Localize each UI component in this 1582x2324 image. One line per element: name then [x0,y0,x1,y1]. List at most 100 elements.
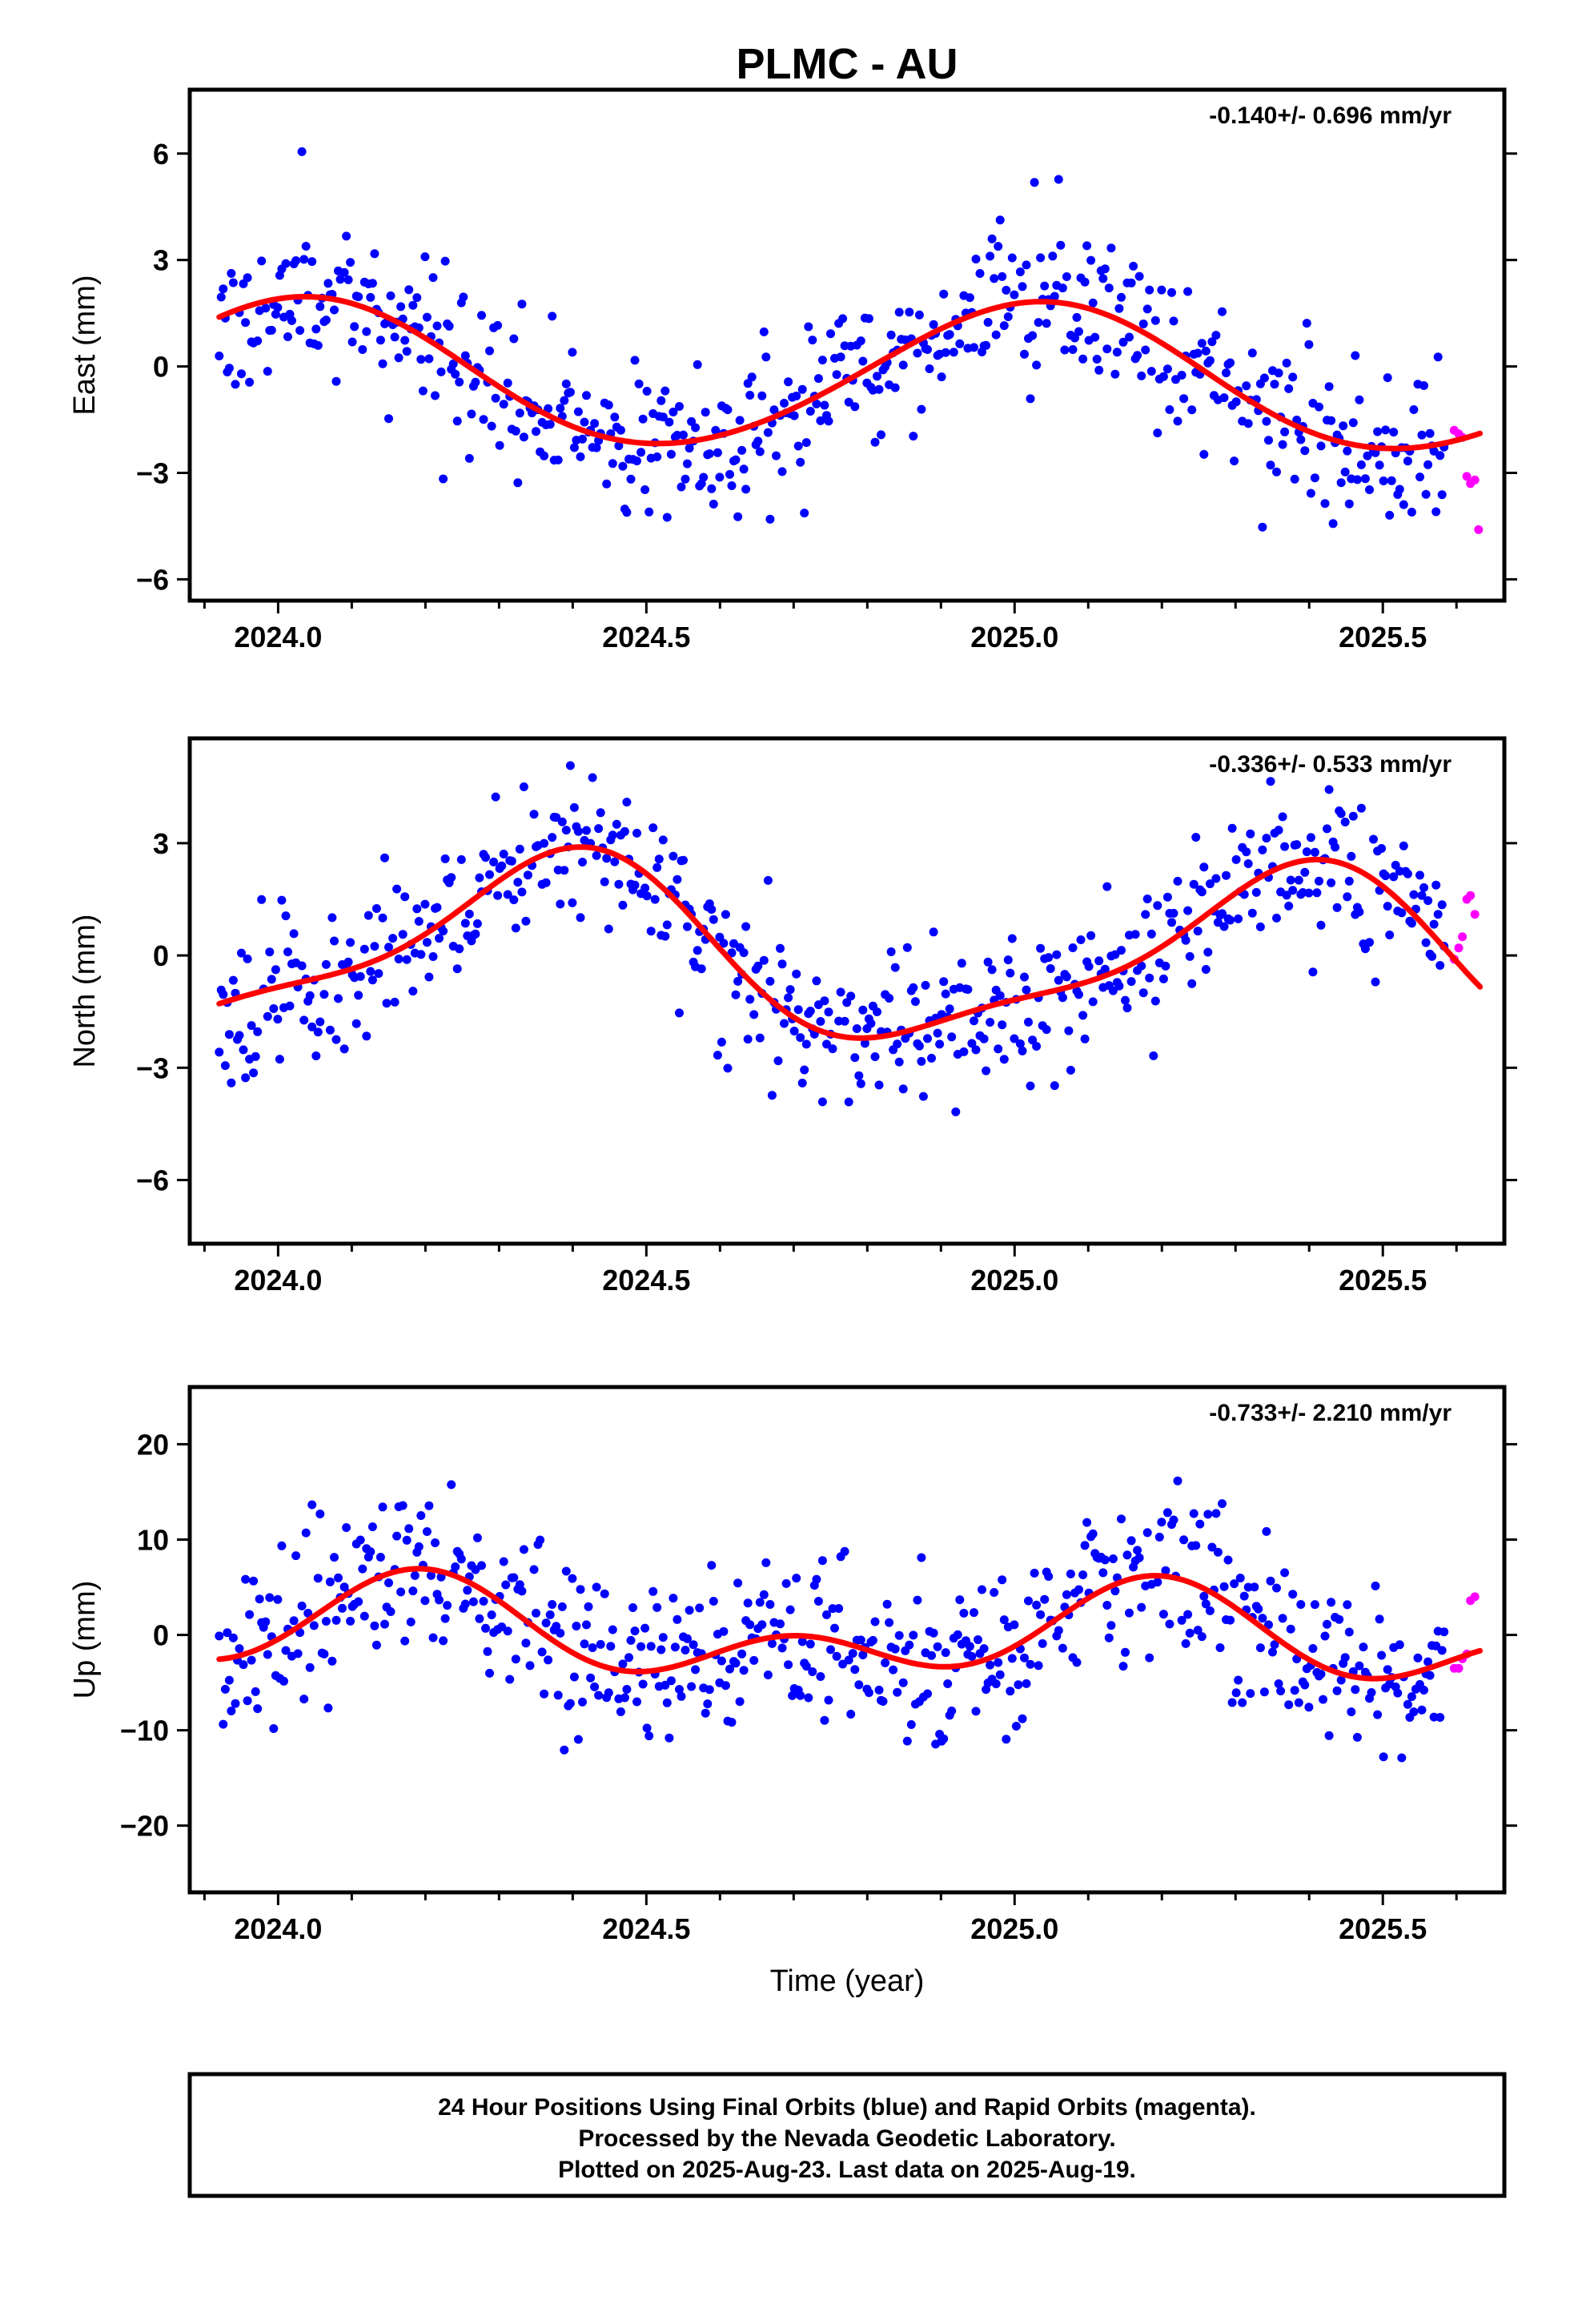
final-orbit-point [315,1510,325,1518]
final-orbit-point [347,337,357,347]
final-orbit-point [1242,381,1251,391]
final-orbit-point [735,1697,745,1707]
final-orbit-point [1150,996,1160,1006]
final-orbit-point [644,507,654,517]
final-orbit-point [1011,1722,1021,1731]
final-orbit-point [939,289,949,299]
final-orbit-point [1258,1614,1267,1623]
final-orbit-point [670,1642,680,1652]
rapid-orbit-point [1466,891,1476,900]
final-orbit-point [1234,914,1243,923]
final-orbit-point [443,1601,452,1610]
final-orbit-point [467,409,476,419]
final-orbit-point [485,870,494,879]
final-orbit-point [448,359,458,368]
final-orbit-point [569,802,579,812]
y-tick-label: 3 [153,244,169,277]
final-orbit-point [1078,1011,1088,1020]
final-orbit-point [313,1027,323,1037]
final-orbit-point [424,1501,434,1510]
final-orbit-point [685,444,694,453]
final-orbit-point [832,370,841,380]
final-orbit-point [1010,290,1019,300]
final-orbit-point [1367,1688,1376,1697]
final-orbit-point [1218,909,1227,919]
panel-frame [187,736,1507,1246]
final-orbit-point [1407,1692,1416,1702]
final-orbit-point [1032,360,1042,370]
final-orbit-point [1290,474,1299,484]
final-orbit-point [289,929,299,939]
final-orbit-point [416,1511,426,1520]
final-orbit-point [1058,283,1067,293]
final-orbit-point [1104,283,1114,293]
final-orbit-point [763,428,773,437]
final-orbit-point [697,964,706,974]
final-orbit-point [733,512,743,521]
final-orbit-point [1286,875,1295,885]
rapid-orbit-point [1462,472,1472,481]
final-orbit-point [299,255,309,264]
final-orbit-point [1421,489,1431,499]
final-orbit-point [820,1715,829,1725]
final-orbit-point [816,1017,825,1026]
final-orbit-point [999,1615,1009,1625]
x-axis-label: Time (year) [770,1964,925,1998]
final-orbit-point [525,1661,535,1671]
final-orbit-point [517,300,527,309]
final-orbit-point [370,942,379,951]
final-orbit-point [600,877,609,887]
final-orbit-point [1154,1532,1164,1542]
final-orbit-point [521,916,531,926]
final-orbit-point [402,1535,412,1545]
final-orbit-point [1425,1671,1435,1680]
final-orbit-point [840,1016,849,1026]
final-orbit-point [1169,908,1178,918]
final-orbit-point [521,1638,531,1648]
final-orbit-point [440,1614,450,1623]
final-orbit-point [523,870,532,880]
final-orbit-point [683,922,692,931]
final-orbit-point [1134,271,1144,281]
final-orbit-point [552,813,561,822]
final-orbit-point [1395,485,1404,494]
final-orbit-point [323,279,333,288]
final-orbit-point [1300,1680,1310,1690]
final-orbit-point [568,898,577,907]
final-orbit-point [319,1649,329,1659]
final-orbit-point [699,472,709,482]
final-orbit-point [1280,427,1290,436]
final-orbit-point [1340,467,1350,476]
data-layer [215,147,1484,534]
panel-2: 2024.0 2024.5 2025.0 2025.5 −6 −3 0 3 North (mm)… [68,736,1517,1297]
final-orbit-point [933,1642,942,1651]
final-orbit-point [1272,913,1281,923]
final-orbit-point [1090,332,1100,342]
final-orbit-point [582,826,591,835]
final-orbit-point [1304,888,1314,898]
final-orbit-point [1427,951,1437,961]
y-tick-label: −6 [136,563,169,596]
final-orbit-point [677,482,686,492]
final-orbit-point [576,913,585,923]
final-orbit-point [739,464,749,474]
final-orbit-point [440,256,450,266]
final-orbit-point [1371,977,1380,987]
final-orbit-point [703,1699,713,1709]
final-orbit-point [1201,1599,1211,1609]
final-orbit-point [1162,892,1172,902]
final-orbit-point [844,397,853,407]
final-orbit-point [463,1586,472,1595]
final-orbit-point [1100,264,1110,274]
final-orbit-point [917,1553,926,1562]
final-orbit-point [596,1639,605,1649]
final-orbit-point [532,1608,540,1618]
final-orbit-point [1243,859,1253,868]
final-orbit-point [1197,339,1207,348]
final-orbit-point [994,1044,1003,1054]
final-orbit-point [604,400,613,410]
final-orbit-point [1230,1579,1239,1589]
final-orbit-point [573,1735,583,1744]
final-orbit-point [271,309,280,319]
